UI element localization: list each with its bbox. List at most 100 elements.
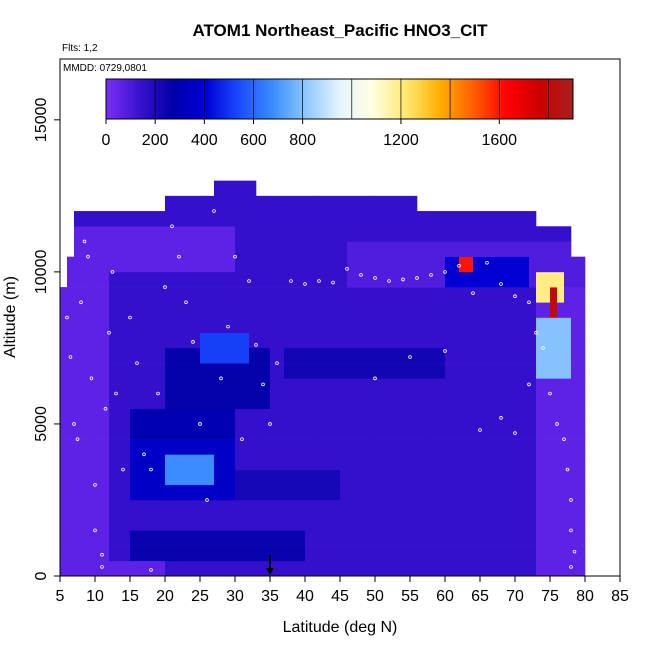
heatmap-cell: [130, 545, 138, 562]
flights-note: Flts: 1,2: [62, 43, 98, 54]
heatmap-cell: [319, 347, 327, 364]
heatmap-cell: [501, 347, 509, 364]
heatmap-cell: [256, 499, 264, 516]
heatmap-cell: [396, 211, 404, 227]
heatmap-cell: [375, 393, 383, 410]
heatmap-cell: [438, 226, 446, 242]
heatmap-cell: [487, 499, 495, 516]
observation-point: [443, 349, 447, 353]
heatmap-cell: [151, 347, 159, 364]
heatmap-cell: [88, 271, 96, 288]
heatmap-cell: [193, 378, 201, 394]
heatmap-cell: [550, 271, 558, 288]
heatmap-cell: [424, 454, 432, 470]
heatmap-cell: [235, 499, 243, 516]
heatmap-cell: [81, 226, 89, 242]
heatmap-cell: [326, 378, 334, 394]
heatmap-cell: [571, 347, 579, 364]
heatmap-cell: [123, 211, 131, 227]
heatmap-cell: [284, 363, 292, 379]
heatmap-cell: [249, 408, 257, 425]
heatmap-cell: [445, 287, 453, 303]
heatmap-cell: [137, 454, 145, 470]
heatmap-cell: [333, 271, 341, 288]
heatmap-cell: [130, 332, 138, 349]
colorbar-swatch: [489, 79, 493, 119]
heatmap-cell: [116, 499, 124, 516]
heatmap-cell: [368, 317, 376, 334]
heatmap-cell: [508, 454, 516, 470]
heatmap-cell: [396, 454, 404, 470]
heatmap-cell: [291, 454, 299, 470]
heatmap-cell: [256, 530, 264, 546]
heatmap-cell: [158, 378, 166, 394]
observation-point: [219, 376, 223, 381]
heatmap-cell: [319, 530, 327, 546]
heatmap-cell: [263, 423, 271, 440]
colorbar-swatch: [558, 79, 562, 119]
heatmap-cell: [291, 241, 299, 257]
colorbar-swatch: [236, 79, 240, 119]
heatmap-cell: [340, 287, 348, 303]
heatmap-cell: [578, 347, 586, 364]
colorbar-swatch: [472, 79, 476, 119]
heatmap-cell: [214, 256, 222, 273]
heatmap-cell: [179, 515, 187, 531]
heatmap-cell: [473, 347, 481, 364]
heatmap-cell: [312, 211, 320, 227]
heatmap-cell: [256, 287, 264, 303]
heatmap-cell: [445, 332, 453, 349]
heatmap-cell: [60, 484, 68, 501]
heatmap-cell: [480, 499, 488, 516]
heatmap-cell: [340, 241, 348, 257]
heatmap-cell: [536, 454, 544, 470]
heatmap-cell: [403, 287, 411, 303]
heatmap-cell: [480, 241, 488, 257]
heatmap-cell: [179, 332, 187, 349]
heatmap-cell: [67, 484, 75, 501]
heatmap-cell: [515, 363, 523, 379]
heatmap-cell: [214, 378, 222, 394]
heatmap-cell: [389, 195, 397, 212]
heatmap-cell: [151, 393, 159, 410]
heatmap-cell: [459, 439, 467, 455]
heatmap-cell: [431, 484, 439, 501]
heatmap-cell: [333, 332, 341, 349]
heatmap-cell: [130, 211, 138, 227]
heatmap-cell: [501, 302, 509, 318]
heatmap-cell: [214, 211, 222, 227]
heatmap-cell: [571, 499, 579, 516]
heatmap-cell: [508, 484, 516, 501]
heatmap-cell: [95, 439, 103, 455]
heatmap-cell: [298, 211, 306, 227]
heatmap-cell: [431, 393, 439, 410]
colorbar-swatch: [514, 79, 517, 119]
heatmap-cell: [165, 408, 173, 425]
heatmap-cell: [249, 347, 257, 364]
heatmap-cell: [179, 317, 187, 334]
colorbar-swatch: [425, 79, 429, 119]
heatmap-cell: [340, 332, 348, 349]
heatmap-cell: [81, 378, 89, 394]
heatmap-cell: [347, 378, 355, 394]
heatmap-cell: [480, 515, 488, 531]
heatmap-cell: [368, 439, 376, 455]
heatmap-cell: [382, 347, 390, 364]
heatmap-cell: [501, 439, 509, 455]
heatmap-cell: [179, 256, 187, 273]
heatmap-cell: [235, 256, 243, 273]
heatmap-cell: [326, 241, 334, 257]
heatmap-cell: [445, 439, 453, 455]
heatmap-cell: [207, 469, 215, 486]
heatmap-cell: [424, 332, 432, 349]
heatmap-cell: [74, 302, 82, 318]
heatmap-cell: [67, 423, 75, 440]
heatmap-cell: [137, 241, 145, 257]
heatmap-cell: [228, 393, 236, 410]
colorbar-swatch: [496, 79, 500, 119]
colorbar-swatch: [518, 79, 522, 119]
heatmap-cell: [305, 347, 313, 364]
heatmap-cell: [431, 560, 439, 577]
heatmap-cell: [564, 256, 572, 273]
heatmap-cell: [298, 241, 306, 257]
